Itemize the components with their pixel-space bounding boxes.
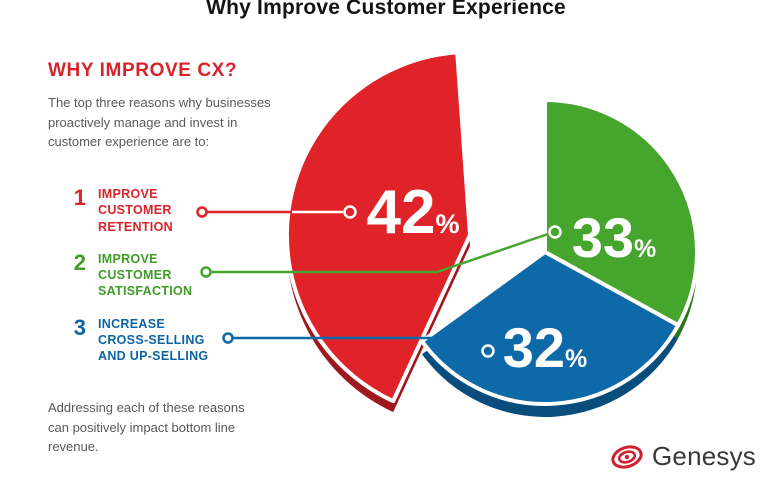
reason-label-line: CUSTOMER xyxy=(98,268,172,282)
pie-slice xyxy=(284,50,472,404)
pie-value-label: 32% xyxy=(503,316,588,379)
panel-heading: WHY IMPROVE CX? xyxy=(48,60,238,81)
reason-label-line: RETENTION xyxy=(98,219,173,234)
reason-item-retention: 1 IMPROVE CUSTOMER RETENTION xyxy=(72,185,208,235)
panel-footer: Addressing each of these reasons can pos… xyxy=(48,400,245,454)
reason-label: IMPROVE CUSTOMER RETENTION xyxy=(98,186,173,235)
reason-label-line: CROSS-SELLING xyxy=(98,332,205,347)
genesys-swirl-icon xyxy=(611,445,643,469)
reason-label-line: SATISFACTION xyxy=(98,284,193,299)
connector-end-dot xyxy=(548,225,562,239)
connector-start-dot xyxy=(196,206,208,218)
connector-line xyxy=(232,336,481,351)
page-title: Why Improve Customer Experience xyxy=(206,0,566,19)
reason-number: 3 xyxy=(73,314,86,340)
reason-item-satisfaction: 2 IMPROVE CUSTOMER SATISFACTION xyxy=(72,249,208,300)
pie-value-label: 33% xyxy=(572,206,657,269)
reason-label-line: CUSTOMER xyxy=(98,203,172,218)
pie-slice xyxy=(420,250,681,406)
reason-number: 2 xyxy=(73,249,86,275)
reason-label: IMPROVE CUSTOMER SATISFACTION xyxy=(98,251,192,300)
genesys-logo-text: Genesys xyxy=(651,440,756,471)
connector-start-dot xyxy=(200,266,212,278)
reason-label-line: INCREASE xyxy=(98,316,165,331)
reason-label-line: AND UP-SELLING xyxy=(98,349,209,363)
connector-end-dot xyxy=(481,344,495,358)
reason-number: 1 xyxy=(73,185,86,210)
pie-slice xyxy=(543,98,699,328)
panel-intro: The top three reasons why businesses pro… xyxy=(48,95,271,149)
pie-value-label: 42% xyxy=(367,178,460,247)
connector-end-dot xyxy=(343,205,357,219)
genesys-logo: Genesys xyxy=(609,440,756,472)
reason-label-line: IMPROVE xyxy=(98,251,158,266)
reason-label-line: IMPROVE xyxy=(98,187,158,201)
connector-start-dot xyxy=(222,332,234,344)
reason-item-cross-selling: 3 INCREASE CROSS-SELLING AND UP-SELLING xyxy=(72,314,208,365)
reasons-list: 1 IMPROVE CUSTOMER RETENTION 2 IMPROVE C… xyxy=(72,185,208,380)
reason-label: INCREASE CROSS-SELLING AND UP-SELLING xyxy=(98,316,208,365)
connector-line xyxy=(210,232,549,274)
